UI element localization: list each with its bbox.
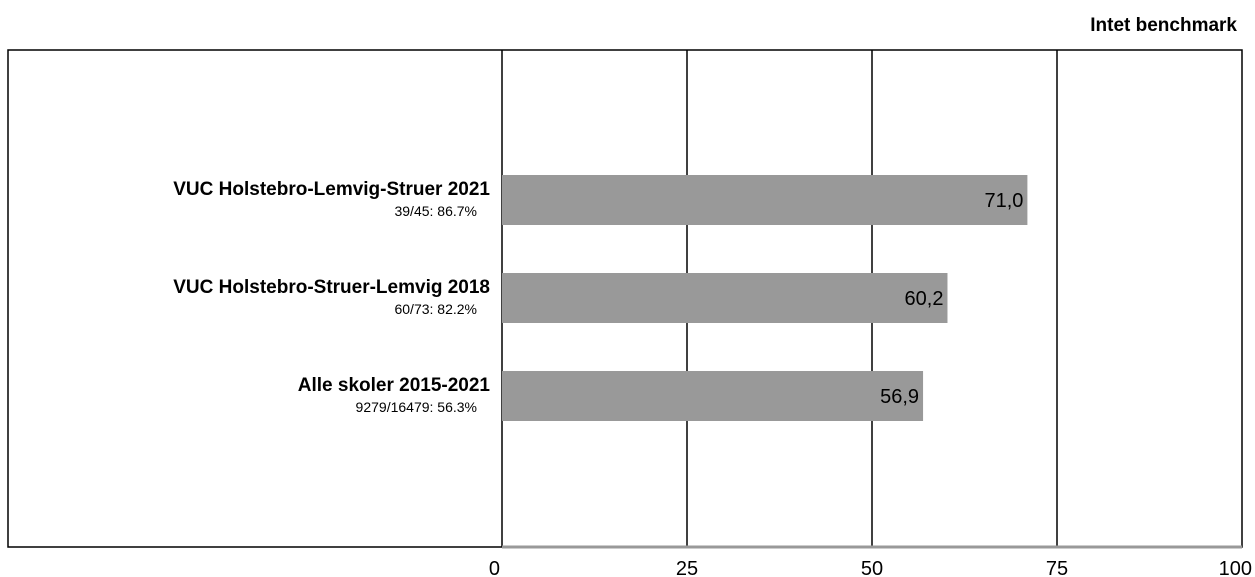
category-sublabel: 60/73: 82.2% (394, 301, 477, 317)
category-sublabel: 9279/16479: 56.3% (356, 399, 477, 415)
bar (502, 371, 924, 421)
benchmark-label: Intet benchmark (1090, 15, 1237, 36)
x-tick-label: 50 (861, 558, 883, 577)
bar (502, 273, 948, 323)
bar-value-label: 56,9 (880, 386, 919, 408)
category-label: Alle skoler 2015-2021 (298, 375, 491, 396)
x-tick-label: 75 (1046, 558, 1068, 577)
x-tick-label: 0 (489, 558, 500, 577)
category-label: VUC Holstebro-Struer-Lemvig 2018 (173, 277, 490, 298)
category-label: VUC Holstebro-Lemvig-Struer 2021 (173, 179, 490, 200)
bar-value-label: 60,2 (905, 288, 944, 310)
bar (502, 175, 1028, 225)
category-sublabel: 39/45: 86.7% (394, 203, 477, 219)
x-tick-label: 25 (676, 558, 698, 577)
bar-value-label: 71,0 (984, 190, 1023, 212)
x-tick-label: 100 (1219, 558, 1252, 577)
